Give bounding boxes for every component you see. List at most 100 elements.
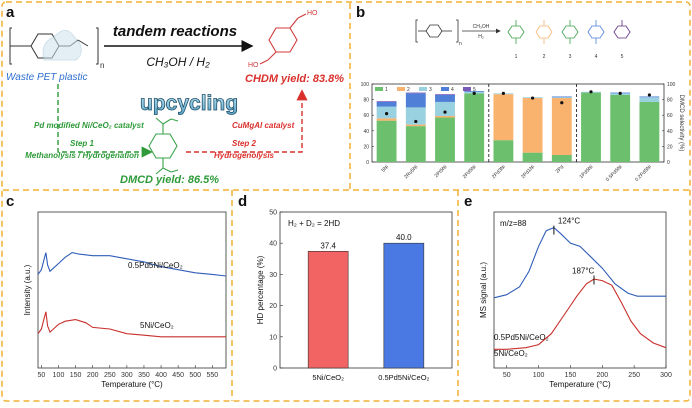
x-tick-label: 2Pd3Ni xyxy=(491,164,507,180)
scheme-product-1 xyxy=(507,20,525,44)
plot-frame xyxy=(279,211,453,369)
selectivity-point xyxy=(385,112,389,116)
scheme-product-number: 1 xyxy=(515,54,518,60)
x-tick-label: 1Pd5Ni xyxy=(579,164,595,180)
chart-title: H₂ + D₂ = 2HD xyxy=(288,219,340,228)
stacked-bar-segment xyxy=(405,124,426,127)
x-tick-label: 200 xyxy=(596,372,608,379)
plot-frame xyxy=(37,211,227,369)
series-line xyxy=(37,311,226,338)
y-tick-label-right: 20 xyxy=(667,144,673,150)
stacked-bar-segment xyxy=(435,115,455,118)
series-label: 5Ni/CeO₂ xyxy=(494,349,528,358)
selectivity-point xyxy=(443,110,447,114)
x-tick-label: 0.5Pd5Ni/CeO₂ xyxy=(378,373,429,382)
stacked-bar-segment xyxy=(639,96,660,98)
selectivity-point xyxy=(472,91,476,95)
product-ring xyxy=(535,25,553,39)
upcycling-word: upcycling xyxy=(140,92,238,115)
x-tick-label: 50 xyxy=(503,372,511,379)
x-axis-label: Temperature (°C) xyxy=(101,380,163,389)
legend-swatch xyxy=(441,87,449,91)
chdm-oh-top: HO xyxy=(307,10,318,17)
x-tick-label: 0.2Pd5Ni xyxy=(634,164,653,183)
bar-value-label: 40.0 xyxy=(396,233,412,242)
plot-frame xyxy=(493,211,667,369)
stacked-bar-segment xyxy=(376,118,397,121)
step2-desc: Hydrogenolysis xyxy=(214,151,275,160)
stacked-bar-segment xyxy=(435,94,455,102)
stacked-bar-segment xyxy=(639,97,660,102)
series-label: 0.5Pd5Ni/CeO₂ xyxy=(494,333,549,342)
step1-path xyxy=(57,84,153,158)
x-tick-label: 100 xyxy=(53,372,65,379)
pet-bottle-icon xyxy=(42,30,82,61)
stacked-bar-segment xyxy=(522,152,543,162)
x-tick-label: 2Pd1Ni xyxy=(520,164,536,180)
product-ring xyxy=(613,25,631,39)
stacked-bar-segment xyxy=(376,101,397,107)
scheme-subscript: n xyxy=(459,41,462,47)
x-tick-label: 300 xyxy=(121,372,133,379)
legend-label: 3 xyxy=(429,87,432,93)
stacked-bar-segment xyxy=(551,96,572,98)
stacked-bar-segment xyxy=(435,101,455,116)
peak-label: 124°C xyxy=(558,217,581,226)
legend-label: 5 xyxy=(473,87,476,93)
scheme-product-5 xyxy=(613,20,631,39)
series-label: 5Ni/CeO₂ xyxy=(140,321,174,330)
x-tick-label: 150 xyxy=(70,372,82,379)
series-label: 0.5Pd5Ni/CeO₂ xyxy=(128,261,183,270)
step2-title: Step 2 xyxy=(232,139,257,148)
x-tick-label: 5Ni xyxy=(380,164,390,174)
scheme-product-3 xyxy=(561,20,579,44)
legend-swatch xyxy=(397,87,405,91)
selectivity-point xyxy=(618,91,622,95)
chdm-molecule xyxy=(259,13,307,65)
x-tick-label: 0.5Pd5Ni xyxy=(605,164,624,183)
x-tick-label: 150 xyxy=(565,372,577,379)
panel-e: e 50 100 150 200 250 300 Temperature (°C) MS si… xyxy=(464,193,672,389)
y-tick-label: 20 xyxy=(269,303,277,310)
product-ring xyxy=(507,25,525,39)
selectivity-point xyxy=(501,91,505,95)
y-tick-label-left: 60 xyxy=(363,113,369,119)
legend-swatch xyxy=(375,87,383,91)
step1-catalyst: Pd modified Ni/CeO₂ catalyst xyxy=(34,121,144,130)
stacked-bar-segment xyxy=(610,94,631,162)
dmcd-yield: DMCD yield: 86.5% xyxy=(120,174,219,186)
panel-d: d 0 10 20 30 40 50 HD percentage (%) H₂ + D₂ = … xyxy=(238,193,453,382)
panel-d-label: d xyxy=(238,193,247,210)
stacked-bar-segment xyxy=(376,120,397,162)
scheme-product-number: 3 xyxy=(569,54,572,60)
y-axis-label: Intensity (a.u.) xyxy=(23,264,32,315)
series-line xyxy=(37,252,227,277)
stacked-bar-chart: 0 0 20 20 40 40 60 60 80 80 100 100 DMCD selectivity… xyxy=(361,82,684,183)
y-tick-label: 50 xyxy=(269,210,277,217)
stacked-bar-segment xyxy=(405,92,426,94)
stacked-bar-segment xyxy=(435,94,455,95)
selectivity-point xyxy=(647,93,652,97)
product-ring xyxy=(561,25,579,39)
stacked-bar-segment xyxy=(405,126,426,162)
y-tick-label-right: 60 xyxy=(667,113,673,119)
x-tick-label: 50 xyxy=(38,372,46,379)
x-tick-label: 400 xyxy=(155,372,167,379)
x-tick-label: 450 xyxy=(172,372,184,379)
stacked-bar-segment xyxy=(435,117,455,162)
stacked-bar-segment xyxy=(493,94,514,141)
legend-swatch xyxy=(419,87,427,91)
y-tick-label-left: 20 xyxy=(363,144,369,150)
chart-annotation: m/z=88 xyxy=(500,219,527,228)
series-line xyxy=(494,278,667,350)
panel-a: a n Waste PET plastic tandem reactions C… xyxy=(6,4,344,186)
x-tick-label: 500 xyxy=(189,372,201,379)
waste-pet-label: Waste PET plastic xyxy=(6,72,88,83)
step1-desc: Methanolysis / Hydrogenation xyxy=(25,151,139,160)
stacked-bar-segment xyxy=(551,97,572,99)
legend-label: 1 xyxy=(385,87,388,93)
stacked-bar-segment xyxy=(376,101,397,102)
scheme-condition-top: CH₃OH xyxy=(473,24,490,30)
scheme-product-number: 4 xyxy=(595,54,598,60)
panel-c: c 50 100 150 200 250 300 350 400 450 500 550 Temper… xyxy=(6,193,227,389)
